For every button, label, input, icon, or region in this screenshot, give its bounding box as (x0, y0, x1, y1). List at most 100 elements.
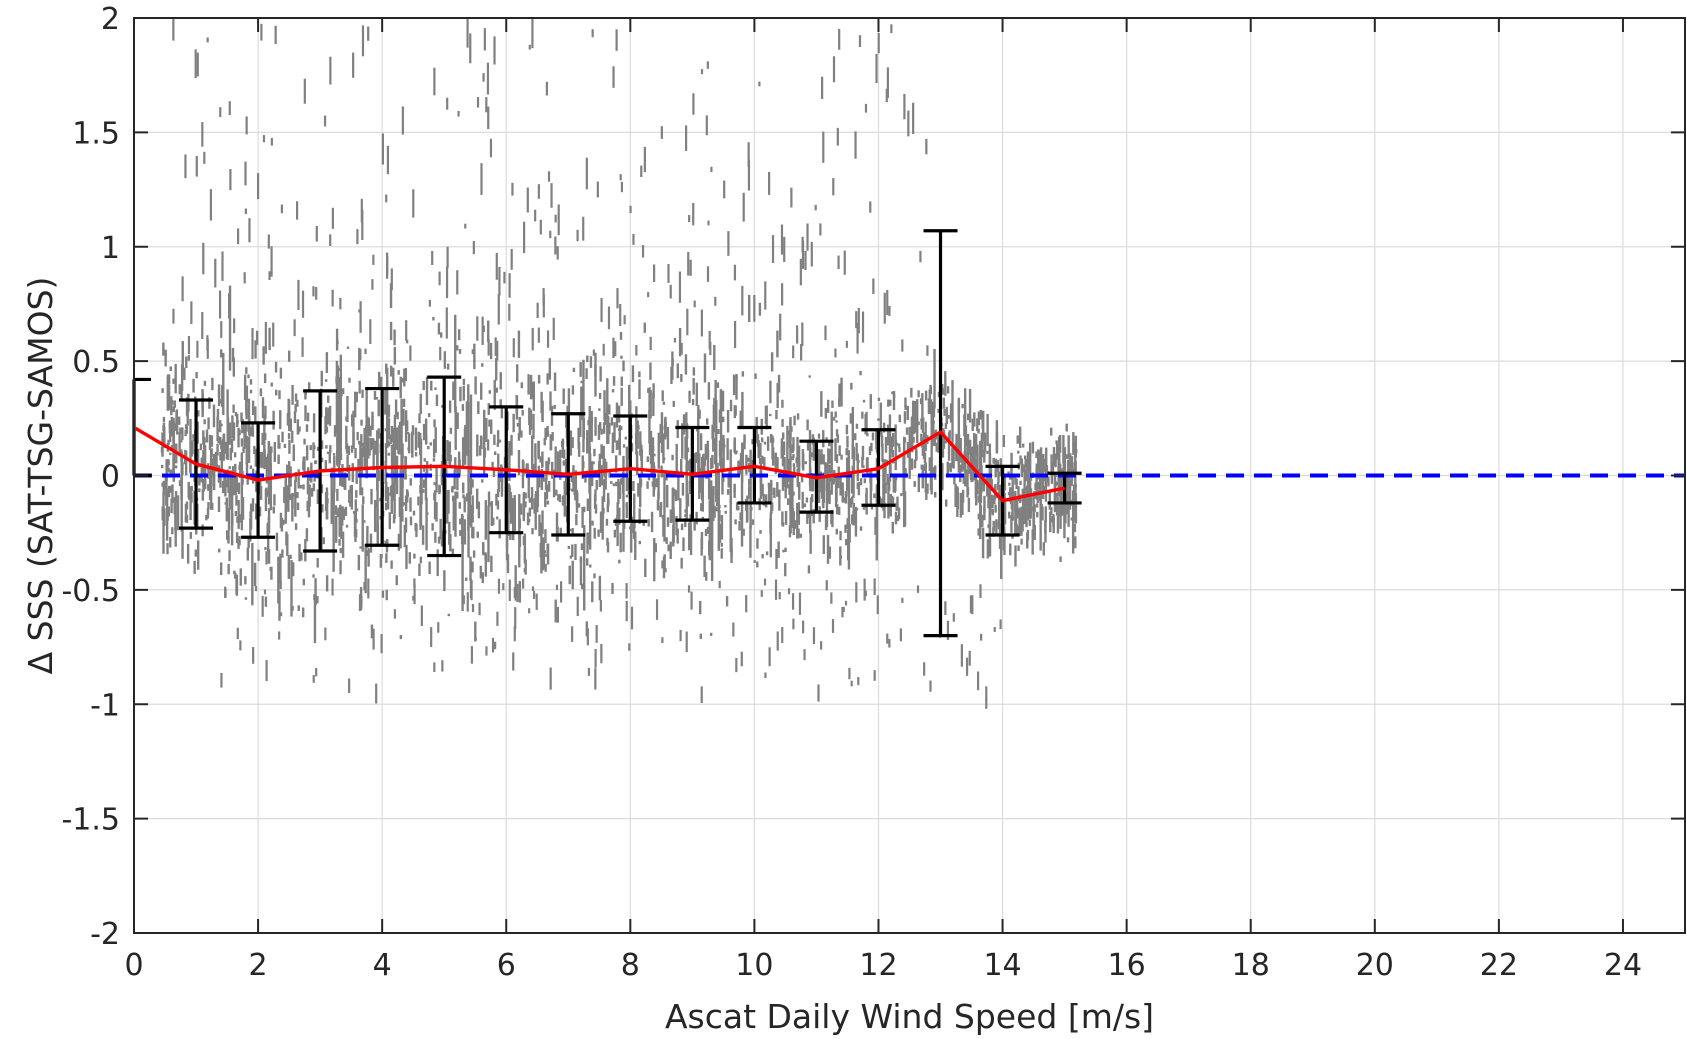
scatter-point (312, 574, 315, 578)
scatter-point (495, 252, 498, 280)
scatter-point (494, 641, 497, 650)
scatter-point (268, 327, 271, 351)
scatter-point (759, 530, 762, 534)
scatter-point (872, 278, 875, 295)
scatter-point (619, 331, 623, 340)
scatter-point (974, 434, 978, 446)
scatter-point (322, 537, 325, 545)
y-tick-label: 2 (101, 2, 120, 37)
scatter-point (253, 562, 257, 587)
scatter-point (162, 416, 166, 422)
scatter-point (1044, 447, 1048, 483)
scatter-point (384, 502, 388, 511)
scatter-point (618, 481, 622, 499)
scatter-point (784, 485, 787, 499)
scatter-point (986, 539, 990, 559)
scatter-point (454, 314, 457, 413)
scatter-point (955, 434, 958, 450)
scatter-point (836, 476, 840, 489)
scatter-point (412, 189, 415, 218)
scatter-point (944, 601, 947, 615)
scatter-point (863, 478, 867, 484)
scatter-point (919, 398, 923, 405)
scatter-point (210, 435, 214, 447)
scatter-point (226, 417, 229, 460)
scatter-point (664, 421, 667, 437)
scatter-point (796, 325, 799, 344)
scatter-point (384, 540, 387, 544)
scatter-point (413, 583, 416, 605)
scatter-point (247, 537, 250, 549)
scatter-point (431, 250, 434, 265)
scatter-point (553, 372, 557, 391)
scatter-point (325, 509, 329, 520)
scatter-point (509, 530, 512, 540)
scatter-point (593, 448, 596, 457)
scatter-point (407, 433, 411, 454)
scatter-point (417, 496, 420, 506)
scatter-point (632, 233, 635, 245)
scatter-point (820, 391, 823, 417)
scatter-point (454, 491, 457, 537)
scatter-point (294, 472, 298, 483)
scatter-point (524, 501, 527, 508)
scatter-point (894, 479, 897, 492)
scatter-point (205, 429, 209, 443)
scatter-point (203, 151, 206, 164)
scatter-point (273, 494, 276, 506)
scatter-point (506, 554, 510, 574)
scatter-point (841, 606, 844, 618)
scatter-point (884, 437, 888, 453)
scatter-point (260, 23, 263, 41)
scatter-point (440, 468, 444, 482)
scatter-point (453, 469, 456, 490)
scatter-point (315, 225, 318, 242)
scatter-point (294, 480, 297, 498)
scatter-point (783, 472, 787, 487)
scatter-point (465, 401, 469, 438)
scatter-point (508, 441, 511, 460)
scatter-point (364, 543, 367, 594)
scatter-point (1014, 498, 1018, 530)
scatter-point (577, 442, 581, 457)
scatter-point (1014, 476, 1017, 485)
scatter-point (174, 443, 178, 452)
scatter-point (915, 448, 918, 461)
scatter-point (764, 494, 768, 508)
scatter-point (819, 223, 822, 236)
scatter-point (792, 511, 795, 536)
scatter-point (406, 489, 409, 503)
scatter-point (861, 445, 865, 461)
scatter-point (542, 294, 545, 318)
scatter-point (314, 578, 317, 606)
scatter-point (231, 513, 234, 525)
scatter-point (666, 484, 669, 508)
scatter-point (592, 349, 595, 356)
scatter-point (462, 482, 465, 494)
scatter-point (386, 539, 389, 548)
x-tick-label: 2 (249, 948, 268, 983)
y-tick-label: -1.5 (61, 803, 120, 838)
scatter-point (688, 532, 691, 535)
scatter-point (600, 444, 603, 459)
scatter-point (338, 512, 341, 537)
scatter-point (601, 513, 605, 519)
scatter-point (690, 591, 693, 610)
scatter-point (402, 398, 406, 408)
scatter-point (856, 322, 859, 354)
scatter-point (841, 490, 845, 503)
scatter-point (636, 424, 639, 428)
scatter-point (175, 429, 179, 434)
scatter-point (491, 461, 494, 470)
scatter-point (932, 420, 935, 424)
scatter-point (647, 519, 650, 527)
scatter-point (324, 627, 327, 641)
scatter-point (474, 621, 477, 642)
scatter-point (635, 451, 639, 474)
scatter-point (742, 192, 745, 222)
scatter-point (267, 234, 270, 249)
scatter-point (707, 478, 711, 500)
scatter-point (376, 478, 379, 481)
scatter-point (733, 320, 737, 349)
scatter-point (466, 18, 469, 48)
